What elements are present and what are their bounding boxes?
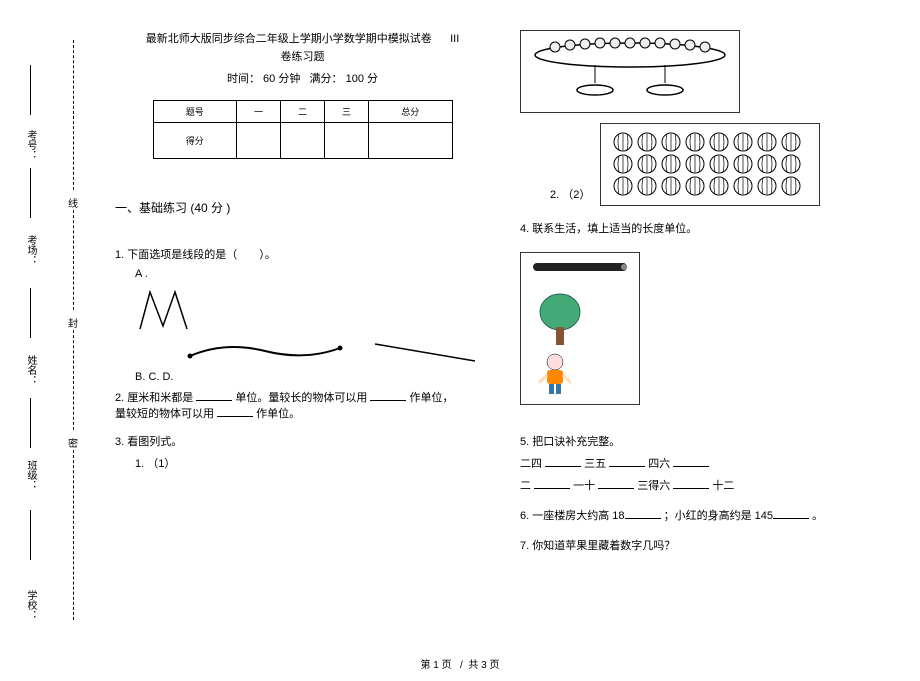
q6-a: 6. 一座楼房大约高 18: [520, 510, 625, 522]
bind-line-1: [30, 168, 31, 218]
q5-1a: 二四: [520, 458, 545, 470]
blank: [673, 478, 709, 489]
column-left: 最新北师大版同步综合二年级上学期小学数学期中模拟试卷 III 卷练习题 时间： …: [115, 30, 490, 650]
q5-1c: 四六: [648, 458, 673, 470]
bind-line-3: [30, 398, 31, 448]
q1: 1. 下面选项是线段的是（ ）。: [115, 246, 490, 262]
bind-line-2: [30, 288, 31, 338]
blank: [196, 390, 232, 401]
q2-c: 作单位，: [409, 392, 453, 404]
th-1: 一: [237, 101, 281, 123]
th-3: 三: [324, 101, 368, 123]
blank: [598, 478, 634, 489]
blank: [370, 390, 406, 401]
full-text: 满分： 100 分: [310, 73, 378, 85]
bind-label-kaohao: 考号：: [23, 130, 38, 160]
title-num: III: [450, 33, 459, 45]
bind-line-4: [30, 510, 31, 560]
binding-strip: 考号： 考场： 姓名： 班级： 学校： 线 封 密: [55, 10, 95, 630]
q7: 7. 你知道苹果里藏着数字几吗？: [520, 537, 895, 553]
q3-1: 1. （1）: [135, 455, 490, 471]
table-row: 题号 一 二 三 总分: [153, 101, 452, 123]
dash-seg-2: [73, 330, 74, 430]
bind-line-0: [30, 65, 31, 115]
title-main: 最新北师大版同步综合二年级上学期小学数学期中模拟试卷: [146, 33, 432, 45]
bind-char-feng: 封: [68, 315, 78, 330]
q6: 6. 一座楼房大约高 18 ；小红的身高约是 145 。: [520, 507, 895, 523]
title-main-line: 最新北师大版同步综合二年级上学期小学数学期中模拟试卷 III: [115, 30, 490, 46]
dash-seg-3: [73, 450, 74, 620]
th-total: 总分: [368, 101, 452, 123]
q5-2c: 三得六: [637, 480, 673, 492]
footer-page: 第 1 页: [421, 660, 452, 671]
blank: [773, 508, 809, 519]
q5-2a: 二: [520, 480, 534, 492]
bind-label-banji: 班级：: [23, 460, 38, 490]
q5-2b: 一十: [573, 480, 598, 492]
dash-seg-0: [73, 40, 74, 190]
th-2: 二: [281, 101, 325, 123]
q1-opt-bcd: B. C. D.: [135, 371, 490, 383]
q3-2-figure: [600, 123, 820, 206]
footer-sep: /: [460, 660, 463, 671]
column-right: 2. （2） 4. 联系生活，填上适当的长度单位。: [520, 30, 895, 650]
q5: 5. 把口诀补充完整。: [520, 433, 895, 449]
q1-figure-bcd: [135, 341, 490, 371]
bind-char-xian: 线: [68, 195, 78, 210]
q3-2: 2. （2）: [550, 186, 590, 202]
page-footer: 第 1 页 / 共 3 页: [0, 656, 920, 671]
content-columns: 最新北师大版同步综合二年级上学期小学数学期中模拟试卷 III 卷练习题 时间： …: [115, 30, 895, 650]
title-sub: 卷练习题: [115, 48, 490, 64]
td-blank: [368, 123, 452, 159]
blank: [534, 478, 570, 489]
th-tihao: 题号: [153, 101, 237, 123]
time-text: 时间： 60 分钟: [227, 73, 300, 85]
q6-c: 。: [812, 510, 823, 522]
td-blank: [281, 123, 325, 159]
q5-1b: 三五: [584, 458, 609, 470]
section-1-head: 一、基础练习 (40 分 ): [115, 199, 490, 216]
q4: 4. 联系生活，填上适当的长度单位。: [520, 220, 895, 236]
q3-2-row: 2. （2）: [520, 123, 895, 206]
blank: [609, 456, 645, 467]
bind-label-xuexiao: 学校：: [23, 590, 38, 620]
bind-label-xingming: 姓名：: [23, 355, 38, 385]
footer-total: 共 3 页: [468, 660, 499, 671]
q3-1-figure: [520, 30, 740, 113]
blank: [545, 456, 581, 467]
q2-e: 作单位。: [256, 408, 300, 420]
dash-seg-1: [73, 210, 74, 310]
blank: [673, 456, 709, 467]
q3: 3. 看图列式。: [115, 433, 490, 449]
q5-line2: 二 一十 三得六 十二: [520, 477, 895, 493]
blank: [217, 406, 253, 417]
q4-figure: [520, 252, 640, 405]
td-blank: [237, 123, 281, 159]
bind-label-kaochang: 考场：: [23, 235, 38, 265]
q1-opt-a: A .: [135, 268, 490, 280]
q5-line1: 二四 三五 四六: [520, 455, 895, 471]
q2-b: 单位。量较长的物体可以用: [235, 392, 370, 404]
blank: [625, 508, 661, 519]
bind-char-mi: 密: [68, 435, 78, 450]
q1-figure-a: [135, 284, 490, 337]
q2-d: 量较短的物体可以用: [115, 408, 217, 420]
q2-a: 2. 厘米和米都是: [115, 392, 196, 404]
td-defen: 得分: [153, 123, 237, 159]
q5-2d: 十二: [712, 480, 734, 492]
time-line: 时间： 60 分钟 满分： 100 分: [115, 70, 490, 86]
score-table: 题号 一 二 三 总分 得分: [153, 100, 453, 159]
td-blank: [324, 123, 368, 159]
q6-b: ；小红的身高约是 145: [664, 510, 773, 522]
table-row: 得分: [153, 123, 452, 159]
q2: 2. 厘米和米都是 单位。量较长的物体可以用 作单位， 量较短的物体可以用 作单…: [115, 389, 490, 421]
